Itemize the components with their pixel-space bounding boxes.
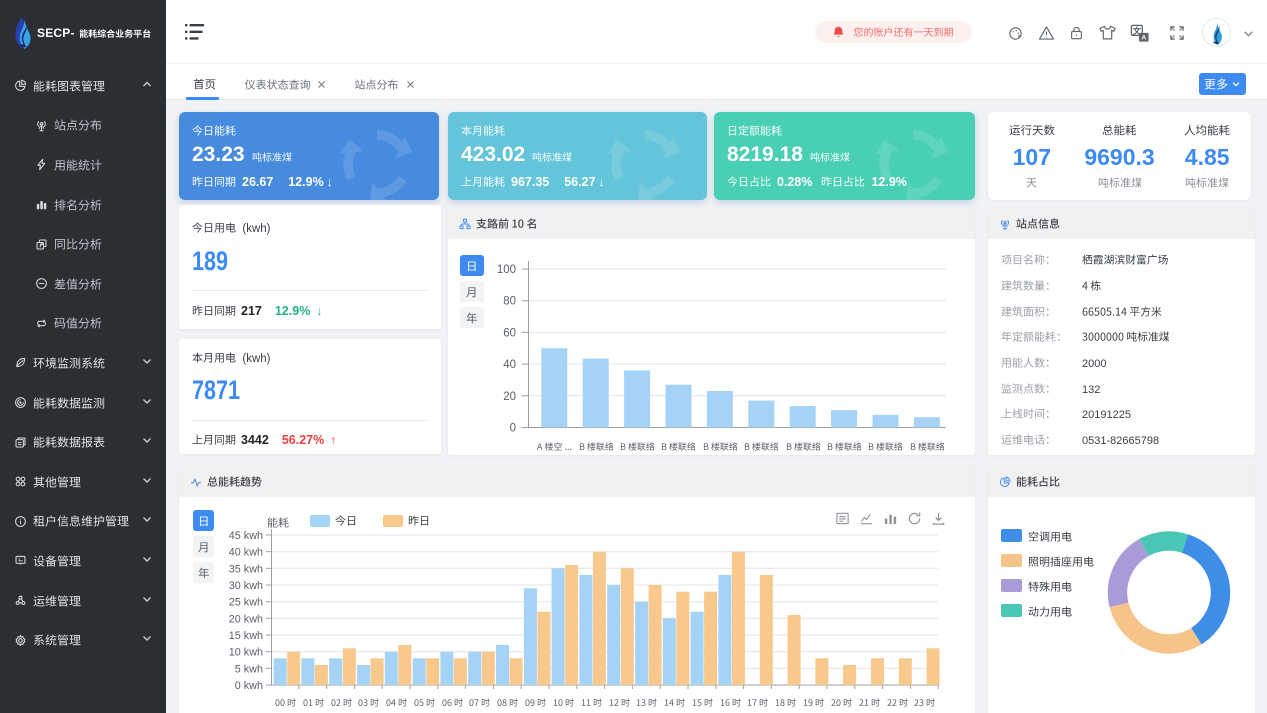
svg-text:80: 80 (503, 296, 516, 308)
svg-text:0 kwh: 0 kwh (235, 680, 263, 692)
svg-text:40 kwh: 40 kwh (229, 547, 263, 559)
svg-text:25 kwh: 25 kwh (229, 597, 263, 609)
svg-text:0: 0 (510, 423, 516, 435)
svg-text:35 kwh: 35 kwh (229, 563, 263, 575)
svg-text:20: 20 (503, 391, 516, 403)
svg-text:30 kwh: 30 kwh (229, 580, 263, 592)
svg-text:40: 40 (503, 359, 516, 371)
svg-text:45 kwh: 45 kwh (229, 530, 263, 542)
svg-text:60: 60 (503, 327, 516, 339)
svg-text:15 kwh: 15 kwh (229, 630, 263, 642)
svg-text:20 kwh: 20 kwh (229, 613, 263, 625)
svg-text:10 kwh: 10 kwh (229, 647, 263, 659)
svg-text:100: 100 (497, 264, 516, 276)
svg-text:5 kwh: 5 kwh (235, 663, 263, 675)
svg-text:A: A (1141, 35, 1146, 42)
